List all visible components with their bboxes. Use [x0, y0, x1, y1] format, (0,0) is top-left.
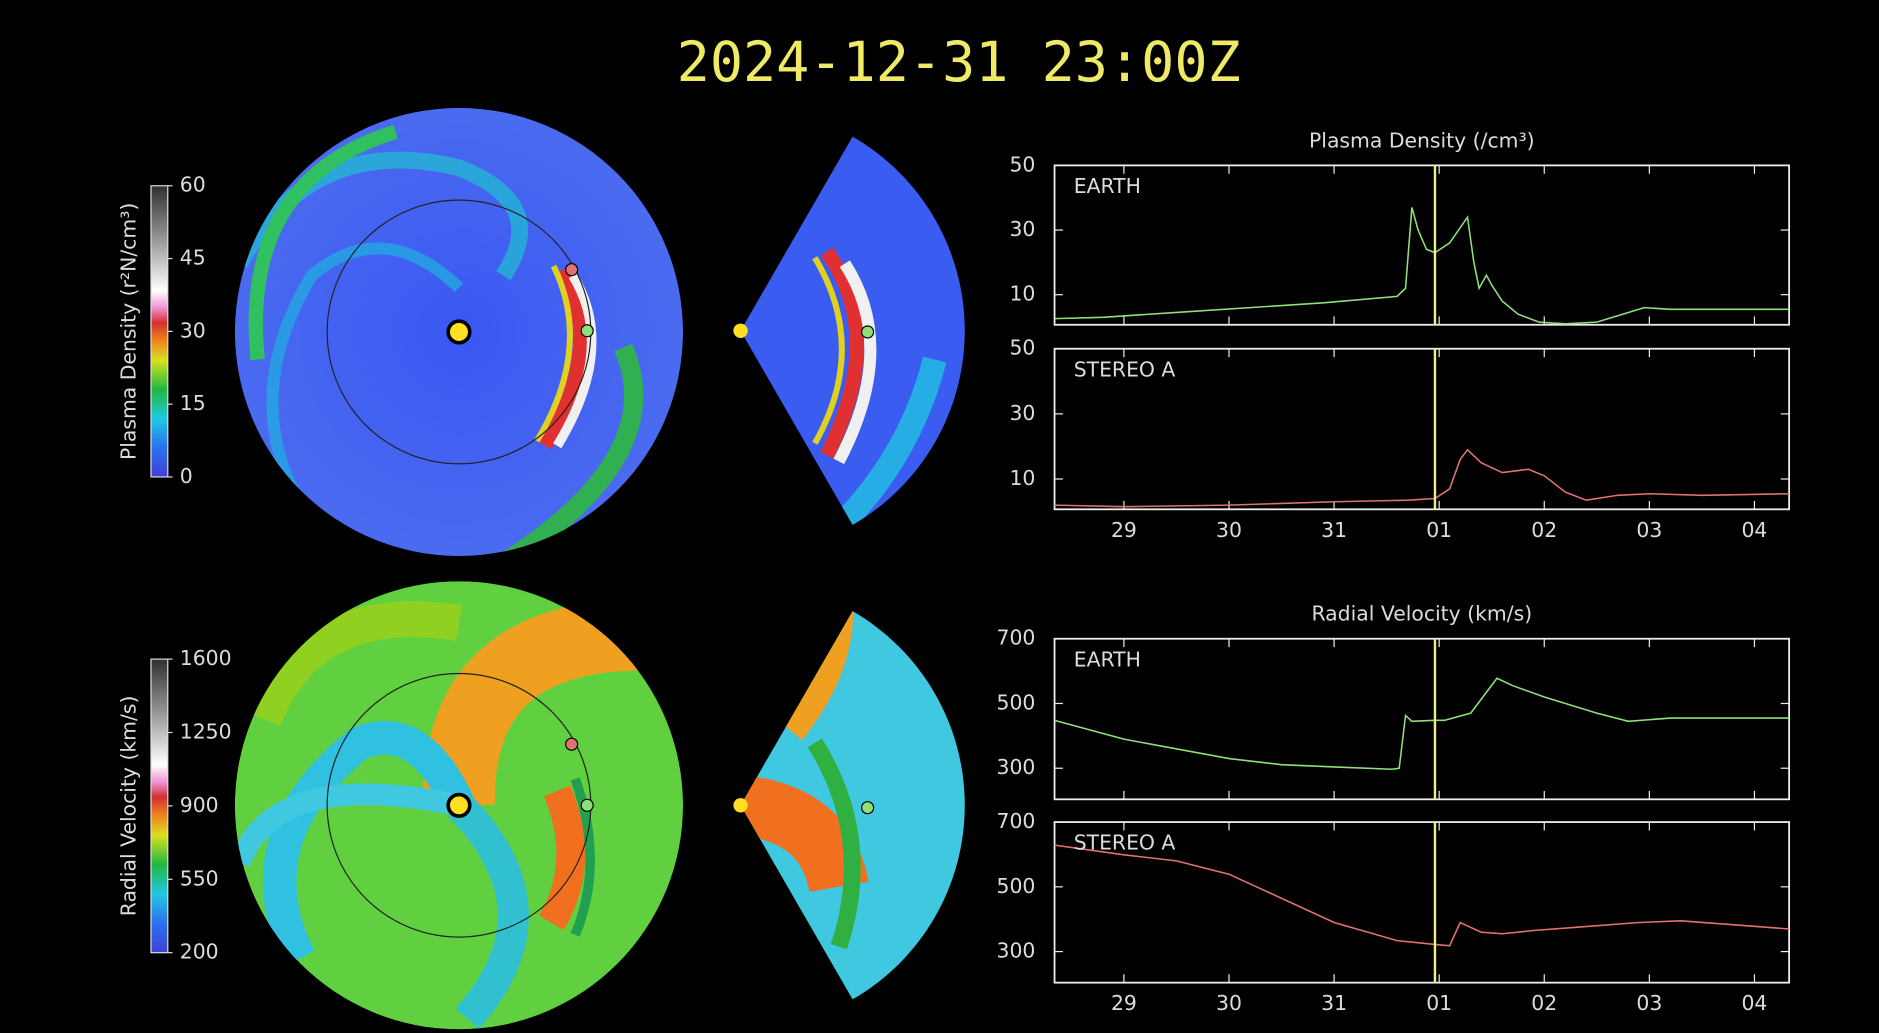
y-tick-label: 30 — [1009, 401, 1035, 425]
data-line — [1054, 677, 1790, 771]
colorbar-tick-label: 200 — [180, 940, 219, 964]
y-tick-label: 300 — [996, 939, 1035, 963]
y-tick-label: 30 — [1009, 217, 1035, 241]
colorbar-tick-label: 45 — [180, 246, 206, 270]
x-tick-label: 29 — [1111, 518, 1137, 542]
earth-marker — [861, 325, 875, 339]
x-tick-label: 03 — [1636, 518, 1662, 542]
x-tick-label: 02 — [1531, 991, 1557, 1015]
colorbar-tick-label: 0 — [180, 464, 193, 488]
colorbar-label: Plasma Density (r²N/cm³) — [116, 203, 140, 460]
sun — [446, 319, 472, 345]
earth-marker — [580, 798, 594, 812]
series-label: STEREO A — [1074, 831, 1176, 855]
y-tick-label: 700 — [996, 626, 1035, 650]
data-line — [1054, 448, 1790, 508]
y-tick-label: 300 — [996, 755, 1035, 779]
velocity-wedge — [740, 611, 965, 1000]
sun — [733, 323, 748, 338]
plot-frame — [1053, 637, 1791, 801]
data-line — [1054, 844, 1790, 947]
x-tick-label: 04 — [1741, 991, 1767, 1015]
x-tick-label: 30 — [1216, 991, 1242, 1015]
plot-frame — [1053, 347, 1791, 511]
sun — [446, 792, 472, 818]
y-tick-label: 50 — [1009, 152, 1035, 176]
colorbar-tick-label: 1600 — [180, 646, 232, 670]
colorbar-tick-label: 15 — [180, 391, 206, 415]
x-tick-label: 30 — [1216, 518, 1242, 542]
plot-frame — [1053, 821, 1791, 984]
colorbar-tick-label: 30 — [180, 318, 206, 342]
y-tick-label: 700 — [996, 809, 1035, 833]
stereo-a-marker — [565, 263, 579, 277]
colorbar — [150, 185, 169, 478]
colorbar-tick-label: 1250 — [180, 720, 232, 744]
colorbar — [150, 658, 169, 954]
x-tick-label: 01 — [1426, 518, 1452, 542]
colorbar-tick-label: 900 — [180, 793, 219, 817]
data-line — [1054, 207, 1790, 325]
series-label: EARTH — [1074, 174, 1141, 198]
panel-title: Radial Velocity (km/s) — [1311, 602, 1532, 626]
stereo-a-marker — [565, 737, 579, 751]
x-tick-label: 02 — [1531, 518, 1557, 542]
x-tick-label: 01 — [1426, 991, 1452, 1015]
colorbar-label: Radial Velocity (km/s) — [116, 696, 140, 917]
x-tick-label: 31 — [1321, 518, 1347, 542]
y-tick-label: 500 — [996, 690, 1035, 714]
y-tick-label: 10 — [1009, 466, 1035, 490]
timestamp: 2024-12-31 23:00Z — [677, 30, 1241, 94]
x-tick-label: 31 — [1321, 991, 1347, 1015]
y-tick-label: 50 — [1009, 336, 1035, 360]
panel-title: Plasma Density (/cm³) — [1309, 128, 1535, 152]
sun — [733, 798, 748, 813]
series-label: EARTH — [1074, 647, 1141, 671]
density-wedge — [740, 136, 965, 525]
series-label: STEREO A — [1074, 357, 1176, 381]
y-tick-label: 10 — [1009, 282, 1035, 306]
earth-marker — [861, 801, 875, 815]
x-tick-label: 29 — [1111, 991, 1137, 1015]
plot-frame — [1053, 164, 1791, 326]
colorbar-tick-label: 550 — [180, 866, 219, 890]
colorbar-tick-label: 60 — [180, 173, 206, 197]
y-tick-label: 500 — [996, 874, 1035, 898]
x-tick-label: 04 — [1741, 518, 1767, 542]
x-tick-label: 03 — [1636, 991, 1662, 1015]
earth-marker — [580, 324, 594, 338]
